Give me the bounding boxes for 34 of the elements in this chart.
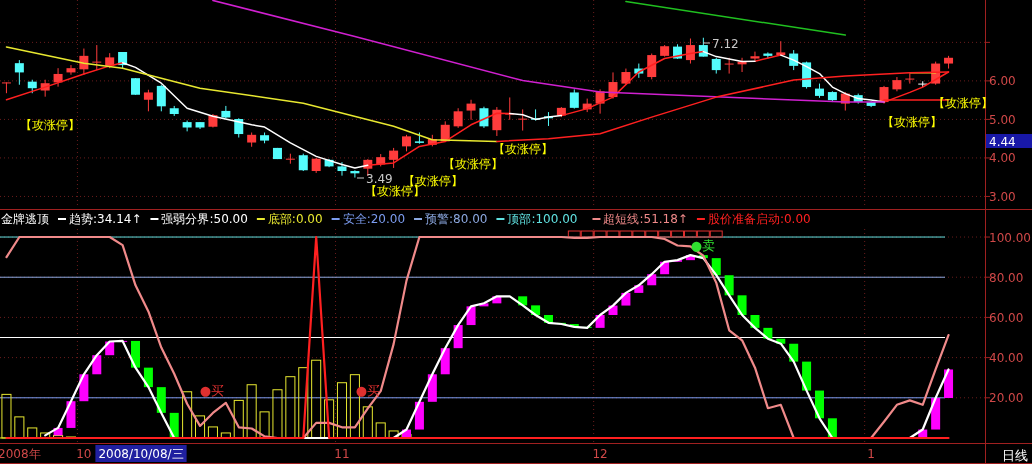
annotation: ●买	[199, 383, 225, 398]
y-tick-label: 20.00	[989, 391, 1024, 406]
annotation: 【攻涨停】	[882, 114, 942, 129]
y-tick-label: 60.00	[989, 310, 1024, 325]
legend-label: 预警:80.00	[425, 212, 488, 226]
annotation: 【攻涨停】	[443, 156, 503, 171]
y-tick-label: 4.00	[989, 151, 1016, 166]
legend-label: 安全:20.00	[342, 212, 406, 226]
x-tick-label: 10	[76, 447, 92, 461]
y-tick-label: 3.00	[989, 189, 1016, 204]
annotation: 【攻涨停】	[933, 95, 993, 110]
text: 2008/10/08/三	[98, 447, 184, 461]
x-tick-label: 11	[334, 447, 350, 461]
legend-label: 顶部:100.00	[507, 212, 578, 226]
legend-label: 底部:0.00	[267, 212, 323, 226]
annotation: 7.12	[712, 36, 739, 51]
legend-label: 股价准备启动:0.00	[707, 212, 811, 226]
text: 4.44	[989, 134, 1016, 149]
y-tick-label: 5.00	[989, 112, 1016, 127]
y-tick-label: 40.00	[989, 351, 1024, 366]
annotation: ●卖	[690, 238, 716, 253]
y-tick-label: 100.00	[989, 230, 1031, 245]
legend-label: 趋势:34.14↑	[69, 212, 142, 226]
annotation: 【攻涨停】	[20, 117, 80, 132]
legend-label: 强弱分界:50.00	[161, 212, 248, 226]
annotation: 3.49	[366, 171, 393, 186]
legend-label: 超短线:51.18↑	[603, 212, 688, 226]
text: 日线	[1002, 448, 1028, 463]
x-tick-label: 12	[592, 447, 608, 461]
annotation: 【攻涨停】	[493, 141, 553, 156]
chart-title: 金牌逃顶	[1, 212, 49, 226]
y-tick-label: 6.00	[989, 74, 1016, 89]
x-tick-label: 1	[867, 447, 875, 461]
y-tick-label: 80.00	[989, 270, 1024, 285]
